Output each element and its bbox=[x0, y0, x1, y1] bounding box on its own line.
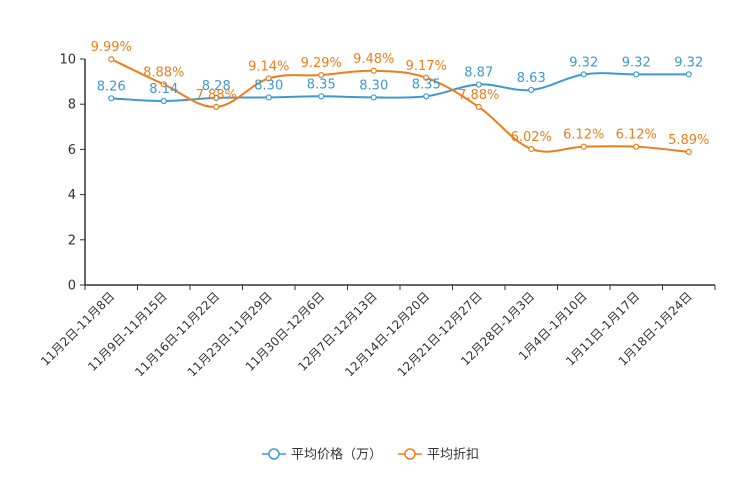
data-point-price[interactable] bbox=[213, 94, 220, 101]
data-label-discount: 9.48% bbox=[353, 52, 394, 67]
y-tick-label: 8 bbox=[68, 98, 76, 113]
data-point-discount[interactable] bbox=[108, 56, 115, 63]
legend-item-price[interactable]: 平均价格（万） bbox=[262, 447, 382, 463]
data-point-price[interactable] bbox=[265, 94, 272, 101]
series-layer bbox=[108, 56, 692, 155]
data-point-price[interactable] bbox=[685, 71, 692, 78]
data-point-price[interactable] bbox=[160, 97, 167, 105]
data-label-discount: 9.17% bbox=[406, 59, 447, 74]
data-label-price: 8.30 bbox=[254, 78, 283, 93]
data-point-price[interactable] bbox=[370, 94, 377, 101]
data-point-price[interactable] bbox=[423, 93, 430, 100]
data-point-price[interactable] bbox=[528, 86, 535, 94]
data-label-discount: 6.12% bbox=[616, 128, 657, 143]
data-label-discount: 6.12% bbox=[563, 128, 604, 143]
data-label-discount: 5.89% bbox=[668, 133, 709, 148]
y-tick-label: 10 bbox=[59, 53, 76, 68]
data-point-price[interactable] bbox=[108, 95, 115, 102]
data-point-discount[interactable] bbox=[370, 67, 377, 74]
data-label-discount: 6.02% bbox=[511, 130, 552, 145]
data-label-price: 8.63 bbox=[517, 71, 546, 86]
y-tick-label: 2 bbox=[68, 233, 76, 248]
data-label-price: 8.28 bbox=[202, 79, 231, 94]
data-label-price: 9.32 bbox=[622, 55, 651, 70]
data-point-discount[interactable] bbox=[580, 143, 587, 150]
data-label-discount: 8.88% bbox=[143, 65, 184, 80]
legend-marker-discount bbox=[404, 448, 416, 460]
data-point-discount[interactable] bbox=[265, 75, 272, 82]
y-tick-label: 0 bbox=[68, 279, 76, 294]
data-point-discount[interactable] bbox=[475, 103, 482, 111]
data-label-discount: 7.88% bbox=[458, 88, 499, 103]
data-point-price[interactable] bbox=[318, 93, 325, 100]
legend-marker-price bbox=[268, 448, 280, 460]
data-label-price: 8.35 bbox=[307, 77, 336, 92]
data-point-discount[interactable] bbox=[528, 145, 535, 153]
axes: 024681011月2日-11月8日11月9日-11月15日11月16日-11月… bbox=[38, 53, 716, 379]
data-label-price: 8.26 bbox=[97, 79, 126, 94]
data-point-discount[interactable] bbox=[318, 71, 325, 79]
data-point-price[interactable] bbox=[633, 71, 640, 78]
data-point-discount[interactable] bbox=[633, 143, 640, 150]
legend-label-discount: 平均折扣 bbox=[427, 448, 479, 463]
data-labels: 8.26 8.14 8.28 8.30 8.35 8.30 8.35 8.87 8.63 9.32… bbox=[91, 40, 710, 148]
data-label-price: 8.14 bbox=[149, 82, 178, 97]
data-point-discount[interactable] bbox=[685, 148, 692, 155]
y-tick-label: 4 bbox=[68, 188, 76, 203]
data-label-price: 9.32 bbox=[674, 55, 703, 70]
legend-item-discount[interactable]: 平均折扣 bbox=[398, 448, 479, 463]
data-label-discount: 7.88% bbox=[196, 88, 237, 103]
legend-label-price: 平均价格（万） bbox=[291, 447, 382, 463]
data-point-price[interactable] bbox=[475, 81, 482, 88]
data-point-discount[interactable] bbox=[423, 74, 430, 81]
data-label-price: 8.35 bbox=[412, 77, 441, 92]
series-line-price bbox=[111, 72, 689, 103]
data-label-discount: 9.99% bbox=[91, 40, 132, 55]
data-label-discount: 9.29% bbox=[301, 56, 342, 71]
data-label-price: 8.30 bbox=[359, 78, 388, 93]
y-tick-label: 6 bbox=[68, 143, 76, 158]
data-label-price: 9.32 bbox=[569, 55, 598, 70]
data-label-discount: 9.14% bbox=[248, 59, 289, 74]
data-label-price: 8.87 bbox=[464, 66, 493, 81]
data-point-discount[interactable] bbox=[160, 81, 167, 88]
data-point-price[interactable] bbox=[580, 71, 587, 78]
legend[interactable]: 平均价格（万） 平均折扣 bbox=[262, 447, 479, 463]
data-point-discount[interactable] bbox=[213, 103, 220, 111]
